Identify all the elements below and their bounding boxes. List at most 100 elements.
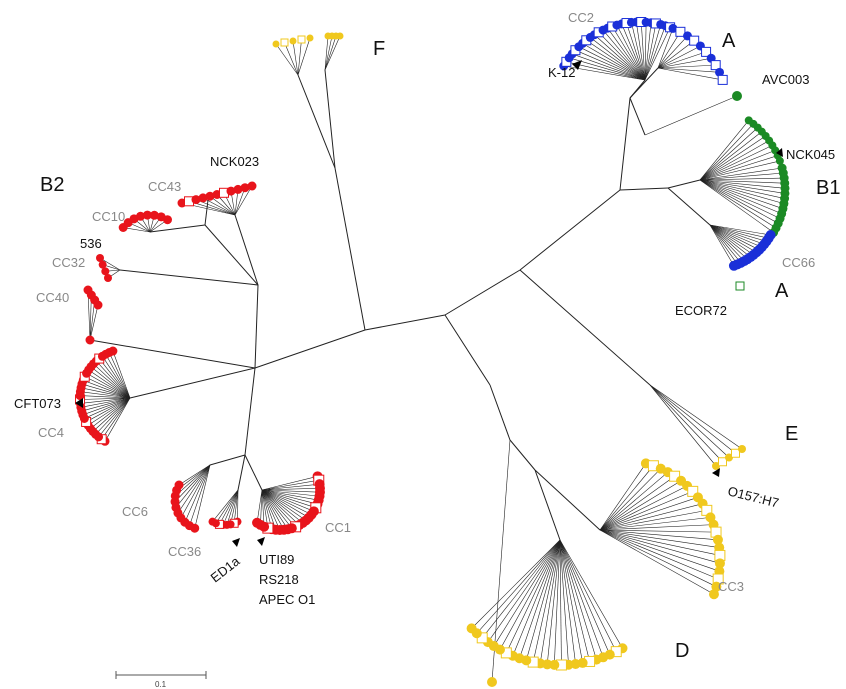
- tip-branch: [81, 383, 131, 399]
- strain-label-o157: O157:H7: [726, 483, 780, 510]
- tip-branch: [599, 524, 714, 531]
- tip-branch: [234, 185, 253, 216]
- tip-branch: [709, 224, 760, 251]
- tip-branch: [599, 465, 654, 531]
- tip-branch: [297, 39, 302, 76]
- tip-branch: [709, 224, 757, 253]
- cc66-label: CC66: [782, 255, 815, 270]
- tip-branch: [657, 64, 716, 69]
- tip-branch: [699, 179, 784, 204]
- tip-branch: [636, 22, 646, 81]
- tip-branch: [261, 489, 319, 501]
- tip-branch: [599, 529, 717, 587]
- tip-branch: [324, 35, 329, 71]
- tip-branch: [261, 489, 265, 527]
- tip-branch: [644, 27, 671, 81]
- tip-branch: [519, 539, 561, 659]
- tip-branch: [261, 483, 320, 491]
- leaf-markers: [75, 17, 790, 687]
- tip-branch: [84, 397, 131, 419]
- tip-branch: [261, 489, 316, 509]
- tip-branch: [699, 179, 784, 209]
- cc43-label: CC43: [148, 179, 181, 194]
- cc1-dot: [252, 517, 263, 528]
- group-a-dot: [715, 67, 725, 77]
- tip-branch: [256, 489, 263, 523]
- tip-branch: [578, 46, 646, 81]
- tip-branch: [699, 179, 779, 224]
- tip-branch: [582, 43, 646, 81]
- tip-branch: [699, 167, 783, 181]
- tip-branch: [699, 179, 785, 184]
- tip-branch: [559, 539, 576, 665]
- tip-branch: [99, 358, 131, 399]
- tip-branch: [699, 179, 774, 233]
- tip-branch: [709, 224, 735, 266]
- tip-branch: [104, 397, 131, 442]
- tip-branch: [657, 45, 701, 69]
- tip-branch: [102, 356, 131, 399]
- tip-branch: [699, 160, 780, 181]
- tip-branch: [649, 384, 723, 462]
- tip-branch: [261, 489, 300, 526]
- tip-branch: [599, 529, 718, 541]
- tip-branch: [709, 224, 767, 242]
- cc6-dot: [174, 480, 184, 490]
- tip-branch: [699, 155, 778, 181]
- tip-branch: [599, 529, 721, 564]
- cc3-square: [687, 485, 699, 497]
- tip-branch: [194, 464, 211, 529]
- tip-branch: [559, 539, 590, 662]
- tip-branch: [602, 29, 646, 81]
- tip-branch: [644, 22, 652, 81]
- uti89-marker: [257, 537, 265, 546]
- tip-branch: [222, 489, 239, 526]
- group-label-b1: B1: [816, 177, 840, 199]
- cc43-dot: [226, 186, 236, 196]
- tip-branch: [644, 23, 657, 81]
- group-f-dot: [289, 37, 297, 45]
- strain-label-uti89: UTI89: [259, 552, 294, 567]
- tip-branch: [234, 187, 246, 216]
- cc43-dot: [233, 184, 243, 194]
- cc40-dot: [93, 300, 103, 310]
- tip-branch: [657, 35, 688, 69]
- tip-branch: [84, 376, 131, 399]
- tip-branch: [233, 489, 239, 524]
- tip-branch: [699, 179, 782, 214]
- tip-branch: [709, 224, 751, 258]
- group-f-square: [297, 35, 306, 44]
- tip-branch: [575, 49, 646, 81]
- strain-label-536: 536: [80, 236, 102, 251]
- tip-branch: [709, 224, 742, 264]
- cc40-label: CC40: [36, 290, 69, 305]
- tip-branch: [83, 380, 131, 399]
- tip-branch: [261, 489, 281, 531]
- tip-branch: [261, 489, 303, 524]
- group-a-square: [710, 60, 721, 71]
- tip-branch: [546, 539, 561, 665]
- tip-branch: [275, 43, 299, 76]
- tip-branch: [261, 489, 314, 512]
- tip-branch: [184, 464, 211, 523]
- tip-branch: [699, 179, 785, 199]
- tip-branch: [261, 489, 310, 518]
- tip-branch: [261, 489, 293, 529]
- tip-branch: [499, 539, 561, 650]
- tip-branch: [261, 489, 318, 505]
- tip-branch: [80, 397, 131, 400]
- tip-branch: [657, 67, 720, 73]
- cc36-dot: [208, 517, 217, 526]
- group-a-square: [717, 74, 728, 85]
- cc3-label: CC3: [718, 579, 744, 594]
- cc36-label: CC36: [168, 544, 201, 559]
- tip-branch: [559, 539, 583, 663]
- tip-branch: [88, 369, 131, 399]
- group-label-a-bottom: A: [775, 280, 789, 302]
- tip-branch: [709, 224, 738, 265]
- tip-branch: [82, 397, 131, 416]
- tip-branch: [324, 35, 341, 71]
- cc10-dot: [136, 211, 146, 221]
- tip-branch: [699, 172, 784, 181]
- tip-branch: [209, 195, 236, 216]
